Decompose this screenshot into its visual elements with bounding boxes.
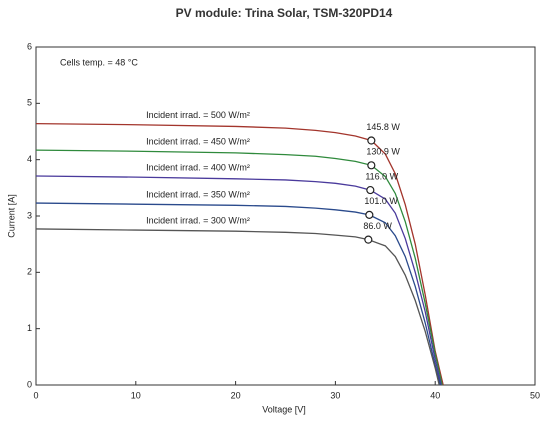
series-label: Incident irrad. = 400 W/m² bbox=[146, 162, 250, 172]
y-tick-label: 3 bbox=[27, 210, 32, 220]
mpp-label: 86.0 W bbox=[363, 221, 392, 231]
y-tick-label: 4 bbox=[27, 154, 32, 164]
mpp-marker bbox=[366, 185, 375, 195]
mpp-marker bbox=[367, 136, 376, 145]
series-line bbox=[35, 149, 443, 386]
series-line bbox=[35, 175, 442, 386]
series-label: Incident irrad. = 500 W/m² bbox=[146, 110, 250, 120]
series-label: Incident irrad. = 300 W/m² bbox=[146, 215, 250, 225]
x-tick-label: 40 bbox=[430, 390, 440, 400]
x-tick-label: 50 bbox=[530, 390, 540, 400]
x-tick-label: 10 bbox=[131, 390, 141, 400]
y-tick-label: 5 bbox=[27, 98, 32, 108]
mpp-label: 145.8 W bbox=[366, 122, 400, 132]
x-tick-label: 20 bbox=[231, 390, 241, 400]
mpp-label: 101.0 W bbox=[364, 196, 398, 206]
mpp-marker bbox=[365, 210, 374, 219]
x-tick-label: 0 bbox=[33, 390, 38, 400]
series-label: Incident irrad. = 450 W/m² bbox=[146, 136, 250, 146]
y-tick-label: 1 bbox=[27, 323, 32, 333]
mpp-label: 116.0 W bbox=[365, 171, 398, 181]
mpp-marker bbox=[367, 161, 376, 170]
x-axis-label: Voltage [V] bbox=[262, 404, 306, 414]
y-tick-label: 6 bbox=[27, 41, 32, 51]
y-axis-label: Current [A] bbox=[6, 194, 16, 238]
series-line bbox=[35, 228, 440, 386]
y-tick-label: 0 bbox=[27, 379, 32, 389]
series-label: Incident irrad. = 350 W/m² bbox=[146, 189, 250, 199]
chart-title: PV module: Trina Solar, TSM-320PD14 bbox=[176, 6, 393, 20]
plot-frame bbox=[35, 46, 536, 386]
mpp-marker bbox=[364, 235, 373, 244]
x-tick-label: 30 bbox=[330, 390, 340, 400]
y-tick-label: 2 bbox=[27, 267, 32, 277]
mpp-label: 130.9 W bbox=[366, 147, 400, 157]
annotation: Cells temp. = 48 °C bbox=[60, 57, 138, 67]
